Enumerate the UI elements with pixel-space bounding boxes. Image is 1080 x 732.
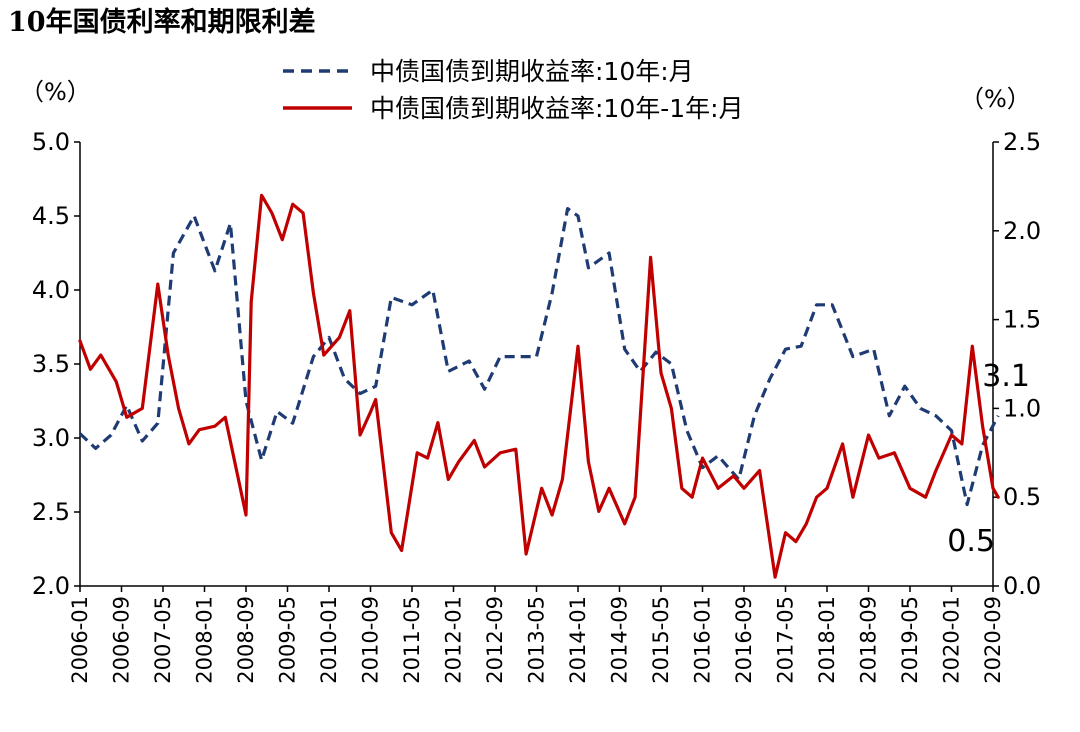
annotation-10y-last: 3.1 [982,359,1030,394]
y-left-tick-label: 3.5 [32,350,70,378]
x-tick-label: 2015-05 [649,596,673,684]
y-right-tick-label: 0.5 [1003,483,1041,511]
legend-label-spread: 中债国债到期收益率:10年-1年:月 [370,94,744,123]
x-tick-label: 2006-01 [68,596,92,684]
y-left-tick-label: 2.5 [32,498,70,526]
x-tick-label: 2010-01 [317,596,341,684]
x-tick-label: 2014-09 [608,596,632,684]
legend-label-10y: 中债国债到期收益率:10年:月 [370,57,694,86]
x-tick-label: 2006-09 [110,596,134,684]
x-tick-label: 2012-09 [483,596,507,684]
series-line-10y-yield [78,207,1000,507]
x-tick-label: 2010-09 [359,596,383,684]
x-tick-label: 2020-09 [981,596,1005,684]
x-tick-label: 2018-09 [857,596,881,684]
y-left-tick-label: 3.0 [32,424,70,452]
y-right-tick-label: 2.5 [1003,128,1041,156]
x-tick-label: 2008-09 [234,596,258,684]
y-right-tick-label: 0.0 [1003,572,1041,600]
y-left-tick-label: 4.5 [32,202,70,230]
x-tick-label: 2019-05 [898,596,922,684]
x-tick-label: 2017-05 [774,596,798,684]
y-right-unit: （%） [960,85,1031,113]
series-line-term-spread [78,193,1000,579]
x-tick-label: 2013-05 [525,596,549,684]
y-left-unit: （%） [20,78,91,106]
y-left-tick-label: 4.0 [32,276,70,304]
x-tick-label: 2012-01 [442,596,466,684]
y-right-tick-label: 2.0 [1003,217,1041,245]
x-tick-label: 2016-09 [732,596,756,684]
y-right-tick-label: 1.5 [1003,306,1041,334]
x-tick-label: 2014-01 [566,596,590,684]
x-tick-label: 2008-01 [193,596,217,684]
y-left-tick-label: 2.0 [32,572,70,600]
chart-title: 10年国债利率和期限利差 [8,6,316,38]
annotation-spread-last: 0.5 [947,524,995,559]
x-tick-label: 2007-05 [151,596,175,684]
x-tick-label: 2011-05 [400,596,424,684]
plot-area: 2.0 2.5 3.0 3.5 4.0 4.5 5.0 0.0 0.5 1.0 1.5 2.0 2.5 2… [32,128,1041,684]
y-right-tick-label: 1.0 [1003,394,1041,422]
x-tick-label: 2009-05 [276,596,300,684]
x-tick-label: 2020-01 [940,596,964,684]
x-tick-label: 2016-01 [691,596,715,684]
x-tick-label: 2018-01 [815,596,839,684]
legend: 中债国债到期收益率:10年:月 中债国债到期收益率:10年-1年:月 [283,57,744,123]
y-left-tick-label: 5.0 [32,128,70,156]
